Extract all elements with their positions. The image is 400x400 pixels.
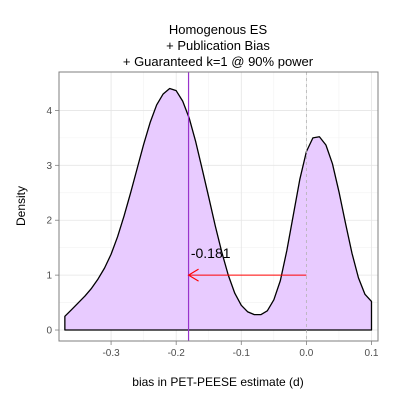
density-fill: [64, 88, 372, 331]
y-tick-label: 1: [46, 271, 52, 282]
overlay-layer: -0.181: [187, 72, 307, 341]
y-tick-label: 3: [46, 161, 52, 172]
y-tick-label: 0: [46, 326, 52, 337]
y-tick-label: 4: [46, 106, 52, 117]
chart-title: Homogenous ES + Publication Bias + Guara…: [123, 22, 314, 69]
chart-title-line-2: + Publication Bias: [166, 38, 270, 53]
chart-title-line-1: Homogenous ES: [169, 22, 268, 37]
x-tick-label: -0.1: [233, 348, 251, 359]
x-tick-label: 0.1: [365, 348, 379, 359]
x-axis-ticks: -0.3 -0.2 -0.1 0.0 0.1: [102, 341, 379, 359]
chart-title-line-3: + Guaranteed k=1 @ 90% power: [123, 54, 314, 69]
bias-arrow-head: [187, 268, 199, 282]
y-axis-ticks: 0 1 2 3 4: [46, 106, 59, 337]
plot-border: [58, 71, 379, 342]
x-tick-label: -0.2: [168, 348, 186, 359]
x-tick-label: -0.3: [102, 348, 120, 359]
estimate-label: -0.181: [191, 245, 231, 261]
x-axis-label: bias in PET-PEESE estimate (d): [132, 375, 303, 389]
x-tick-label: 0.0: [299, 348, 313, 359]
y-tick-label: 2: [46, 216, 52, 227]
y-axis-label: Density: [14, 186, 28, 226]
